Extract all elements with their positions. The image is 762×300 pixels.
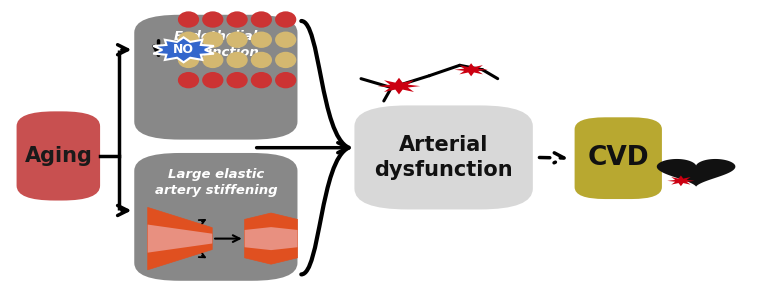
Ellipse shape bbox=[178, 11, 199, 28]
Ellipse shape bbox=[226, 52, 248, 68]
FancyBboxPatch shape bbox=[134, 153, 297, 281]
Ellipse shape bbox=[226, 72, 248, 88]
Polygon shape bbox=[153, 38, 214, 62]
Text: CVD: CVD bbox=[588, 145, 649, 171]
Ellipse shape bbox=[202, 11, 223, 28]
Text: Large elastic
artery stiffening: Large elastic artery stiffening bbox=[155, 168, 277, 197]
Polygon shape bbox=[148, 207, 213, 270]
Polygon shape bbox=[454, 63, 488, 76]
Ellipse shape bbox=[275, 32, 296, 48]
Text: NO: NO bbox=[173, 43, 194, 56]
FancyBboxPatch shape bbox=[354, 105, 533, 209]
FancyBboxPatch shape bbox=[134, 15, 297, 140]
Ellipse shape bbox=[202, 52, 223, 68]
Ellipse shape bbox=[202, 32, 223, 48]
Text: Endothelial
dysfunction: Endothelial dysfunction bbox=[172, 30, 260, 59]
Ellipse shape bbox=[202, 72, 223, 88]
Ellipse shape bbox=[275, 11, 296, 28]
Ellipse shape bbox=[178, 72, 199, 88]
Polygon shape bbox=[245, 213, 297, 264]
Polygon shape bbox=[657, 159, 735, 187]
Text: Aging: Aging bbox=[24, 146, 92, 166]
Polygon shape bbox=[378, 78, 421, 94]
Polygon shape bbox=[245, 227, 297, 250]
Ellipse shape bbox=[275, 52, 296, 68]
Ellipse shape bbox=[251, 52, 272, 68]
Ellipse shape bbox=[178, 52, 199, 68]
Text: Arterial
dysfunction: Arterial dysfunction bbox=[374, 135, 513, 180]
Ellipse shape bbox=[226, 11, 248, 28]
FancyBboxPatch shape bbox=[17, 111, 100, 200]
Ellipse shape bbox=[251, 11, 272, 28]
Ellipse shape bbox=[226, 32, 248, 48]
Polygon shape bbox=[668, 176, 694, 186]
FancyBboxPatch shape bbox=[575, 117, 662, 199]
Ellipse shape bbox=[275, 72, 296, 88]
Ellipse shape bbox=[251, 32, 272, 48]
Ellipse shape bbox=[251, 72, 272, 88]
Polygon shape bbox=[148, 225, 213, 253]
Ellipse shape bbox=[178, 32, 199, 48]
